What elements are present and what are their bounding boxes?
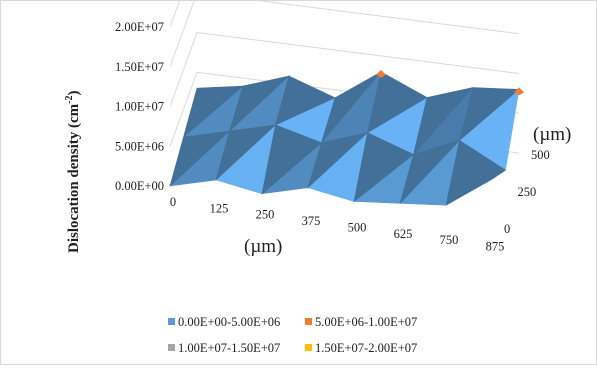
legend-item: 1.50E+07-2.00E+07 bbox=[305, 341, 417, 355]
depth-axis-title: (µm) bbox=[533, 124, 571, 145]
x-tick-label: 625 bbox=[394, 227, 413, 241]
surface-facet bbox=[307, 132, 369, 189]
x-tick-label: 875 bbox=[486, 240, 505, 254]
y-axis-title-superscript: -2 bbox=[64, 95, 75, 103]
legend-swatch bbox=[305, 344, 312, 351]
x-tick-label: 125 bbox=[210, 201, 229, 215]
z-tick-label: 0.00E+00 bbox=[115, 179, 164, 193]
depth-tick-label: 0 bbox=[504, 222, 510, 236]
legend: 0.00E+00-5.00E+06 5.00E+06-1.00E+07 1.00… bbox=[168, 315, 417, 355]
legend-label: 1.00E+07-1.50E+07 bbox=[178, 341, 280, 355]
y-axis-title-main: Dislocation density (cm bbox=[66, 103, 82, 253]
surface-facet bbox=[228, 75, 291, 132]
legend-swatch bbox=[168, 344, 175, 351]
z-gridline bbox=[169, 0, 181, 28]
x-tick-label: 375 bbox=[302, 214, 321, 228]
y-axis-title: Dislocation density (cm-2) bbox=[64, 90, 82, 253]
x-tick-label: 750 bbox=[440, 233, 459, 247]
legend-label: 5.00E+06-1.00E+07 bbox=[315, 315, 417, 329]
depth-tick-label: 500 bbox=[531, 148, 550, 162]
x-tick-label: 250 bbox=[256, 208, 275, 222]
surface-facet bbox=[182, 85, 244, 138]
surface-facet bbox=[413, 87, 474, 155]
z-gridline bbox=[169, 0, 520, 67]
legend-label: 0.00E+00-5.00E+06 bbox=[178, 315, 280, 329]
legend-item: 0.00E+00-5.00E+06 bbox=[168, 315, 280, 329]
legend-swatch bbox=[168, 318, 175, 325]
legend-swatch bbox=[305, 318, 312, 325]
legend-item: 5.00E+06-1.00E+07 bbox=[305, 315, 417, 329]
depth-tick-label: 250 bbox=[518, 185, 537, 199]
surface-facet bbox=[169, 130, 231, 187]
surface-facet bbox=[275, 75, 336, 126]
surface-facet bbox=[399, 139, 461, 204]
z-tick-label: 1.00E+07 bbox=[115, 100, 164, 114]
legend-label: 1.50E+07-2.00E+07 bbox=[315, 341, 417, 355]
z-gridline bbox=[169, 31, 520, 107]
surface-facet bbox=[445, 139, 507, 206]
z-tick-label: 5.00E+06 bbox=[115, 139, 164, 153]
z-tick-label: 2.00E+07 bbox=[115, 20, 164, 34]
surface-peak-facet bbox=[514, 87, 524, 96]
legend-item: 1.00E+07-1.50E+07 bbox=[168, 341, 280, 355]
surface-facet bbox=[458, 87, 520, 142]
x-tick-label: 500 bbox=[348, 220, 367, 234]
surface-facet bbox=[367, 71, 428, 134]
surface-peak-facet bbox=[376, 69, 386, 78]
x-tick-label: 0 bbox=[170, 195, 176, 209]
z-tick-label: 1.50E+07 bbox=[115, 60, 164, 74]
surface-facet bbox=[321, 71, 382, 143]
surface-facet bbox=[261, 124, 323, 195]
surface-facet bbox=[215, 124, 277, 181]
surface-facet bbox=[353, 132, 415, 203]
x-axis-title: (µm) bbox=[244, 236, 282, 257]
y-axis-title-close: ) bbox=[66, 90, 82, 95]
